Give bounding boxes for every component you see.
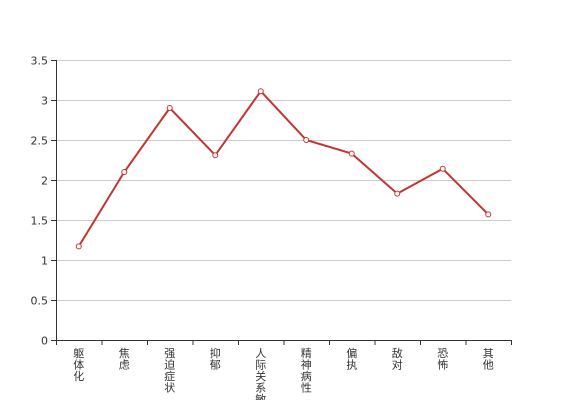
axes: [51, 60, 512, 345]
data-point: [121, 169, 128, 175]
x-tick-label: 敌对: [392, 346, 403, 372]
grid-lines: [56, 60, 511, 301]
x-tick-label: 其他: [483, 347, 494, 372]
x-tick-label: 恐怖: [437, 347, 448, 372]
x-tick-label: 强迫症状: [164, 347, 175, 395]
y-tick-label: 0.5: [31, 295, 49, 308]
y-tick-label: 1.5: [31, 215, 49, 228]
x-tick-label: 偏执: [346, 346, 357, 372]
data-point: [303, 137, 310, 143]
series-line: [77, 90, 489, 247]
x-tick-label: 人际关系敏感: [255, 347, 266, 400]
y-tick-label: 1: [41, 255, 48, 268]
data-point: [166, 105, 173, 111]
y-tick-label: 2.5: [31, 135, 49, 148]
y-tick-labels: 0 0.5 1 1.5 2 2.5 3 3.5: [31, 55, 49, 348]
series: [75, 88, 492, 250]
data-point: [348, 150, 355, 157]
y-tick-label: 3: [41, 95, 48, 108]
x-tick-label: 抑郁: [210, 346, 221, 372]
data-point: [485, 211, 492, 218]
y-tick-label: 2: [41, 175, 48, 188]
data-point: [257, 88, 264, 95]
x-tick-label: 焦虑: [119, 347, 130, 372]
data-point: [212, 152, 219, 159]
y-tick-label: 3.5: [31, 55, 49, 68]
x-tick-labels: 躯体化 焦虑 强迫症状 抑郁 人际关系敏感 精神病性 偏执 敌对 恐怖 其他: [73, 346, 494, 404]
y-tick-label: 0: [41, 335, 48, 348]
x-tick-label: 躯体化: [73, 347, 84, 383]
data-point: [439, 165, 446, 172]
x-tick-label: 精神病性: [301, 347, 312, 395]
data-point: [394, 190, 401, 197]
data-point: [75, 243, 82, 250]
